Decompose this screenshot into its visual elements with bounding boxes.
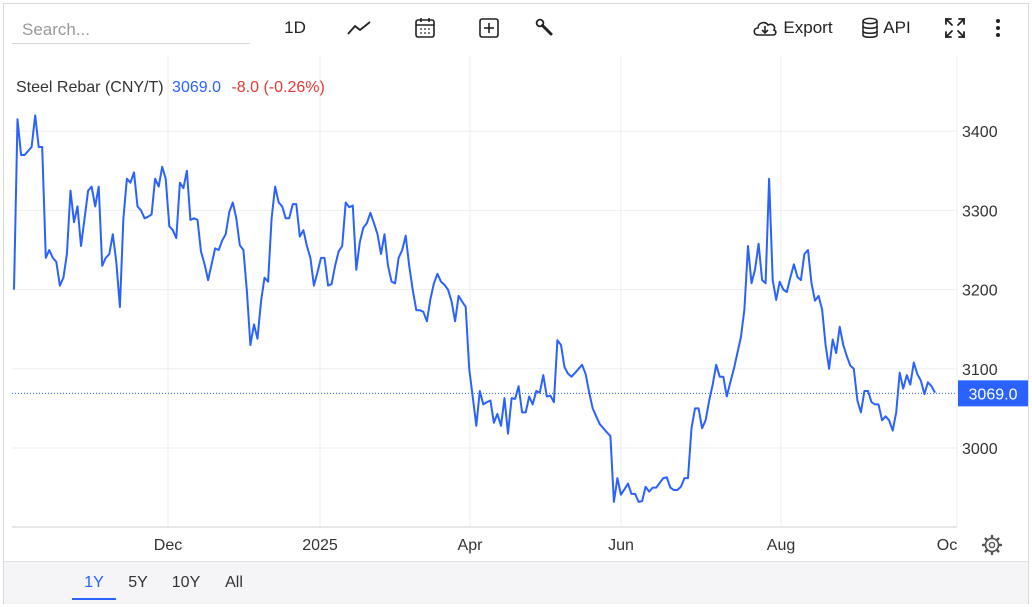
- database-icon: [862, 17, 879, 38]
- price-change: -8.0 (-0.26%): [231, 79, 325, 96]
- chart-settings-button[interactable]: [981, 534, 1003, 556]
- interval-button[interactable]: 1D: [278, 12, 312, 44]
- interval-label: 1D: [284, 18, 306, 37]
- api-label: API: [883, 18, 911, 37]
- x-tick-label: Apr: [458, 537, 484, 554]
- price-series-line: [13, 114, 936, 503]
- y-tick-label: 3200: [962, 283, 998, 300]
- more-vertical-icon: [996, 19, 1000, 37]
- wrench-icon: [535, 18, 553, 36]
- fullscreen-button[interactable]: [940, 12, 970, 44]
- x-tick-label: 2025: [302, 537, 338, 554]
- line-chart-icon: [347, 21, 371, 35]
- export-button[interactable]: Export: [748, 12, 836, 44]
- gear-icon: [981, 534, 1003, 556]
- current-value: 3069.0: [172, 79, 221, 96]
- chart-legend: Steel Rebar (CNY/T) 3069.0 -8.0 (-0.26%): [16, 79, 325, 97]
- plus-square-icon: [479, 18, 499, 38]
- instrument-name: Steel Rebar (CNY/T): [16, 79, 164, 96]
- api-button[interactable]: API: [858, 12, 914, 44]
- x-tick-label: Aug: [767, 537, 795, 554]
- search-input[interactable]: [12, 16, 250, 44]
- x-tick-label: Oc: [937, 537, 957, 554]
- fullscreen-icon: [945, 18, 965, 38]
- range-all[interactable]: All: [225, 574, 243, 591]
- x-tick-label: Dec: [154, 537, 182, 554]
- y-tick-label: 3100: [962, 362, 998, 379]
- x-tick-label: Jun: [608, 537, 634, 554]
- range-1y[interactable]: 1Y: [72, 566, 116, 600]
- range-selector-bar: 1Y 5Y 10Y All: [4, 561, 1028, 604]
- calendar-icon: [415, 18, 435, 38]
- range-5y[interactable]: 5Y: [128, 574, 148, 591]
- more-menu-button[interactable]: [986, 12, 1010, 44]
- chart-type-button[interactable]: [343, 12, 375, 44]
- cloud-download-icon: [753, 21, 778, 36]
- date-range-button[interactable]: [409, 12, 441, 44]
- y-tick-label: 3400: [962, 124, 998, 141]
- last-price-tag-text: 3069.0: [969, 386, 1018, 403]
- y-tick-label: 3000: [962, 441, 998, 458]
- toolbar: 1D Export API: [0, 0, 1032, 56]
- settings-tool-button[interactable]: [528, 12, 560, 44]
- export-label: Export: [783, 18, 833, 37]
- range-10y[interactable]: 10Y: [171, 574, 201, 591]
- y-tick-label: 3300: [962, 203, 998, 220]
- add-indicator-button[interactable]: [473, 12, 505, 44]
- last-price-tag: 3069.0: [958, 380, 1028, 407]
